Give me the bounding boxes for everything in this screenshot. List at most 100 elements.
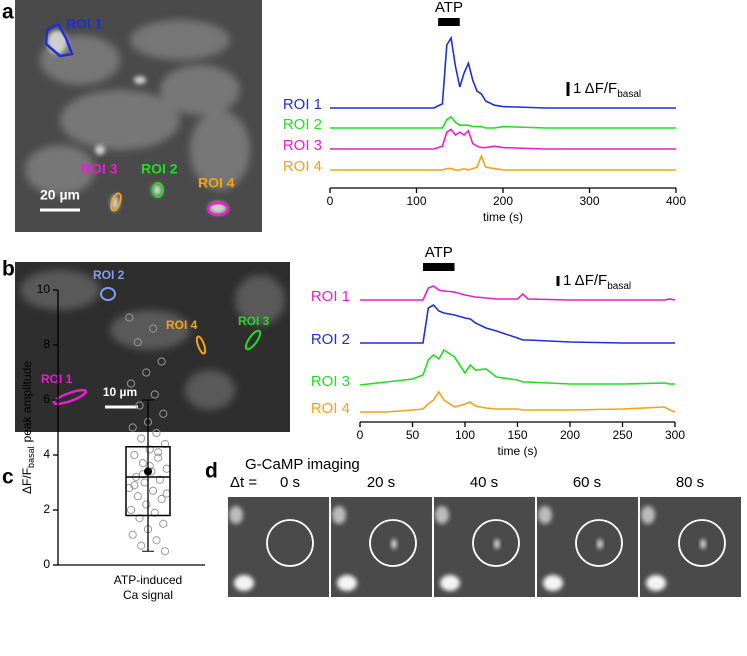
y-tick-label: 6 [43,392,50,406]
data-point [138,459,147,468]
time-label: 20 s [367,474,395,491]
time-label: 80 s [676,474,704,491]
data-point [135,514,144,523]
roi-label: ROI 2 [93,268,125,282]
x-tick-label: 100 [455,428,475,442]
trace [330,35,676,109]
y-label-rest: peak amplitude [20,361,34,443]
data-point [162,464,171,473]
trace [360,303,675,344]
roi-label: ROI 4 [166,318,198,332]
frame [434,497,535,597]
data-point [152,536,161,545]
data-point [133,492,142,501]
data-point [126,505,136,515]
y-tick-label: 10 [37,282,51,296]
stimulus-label: ATP [435,0,463,16]
y-tick-label: 4 [43,447,50,461]
x-tick-label: 0 [327,194,334,208]
roi-label: ROI 2 [141,161,178,177]
panel-letter: d [205,460,218,483]
cell-blob [234,575,254,591]
data-point [126,379,136,388]
y-label-sub: basal [26,446,36,468]
data-point [145,445,154,454]
data-point [154,453,163,462]
cell-blob [538,506,552,524]
trace [330,128,676,150]
data-point [150,390,159,399]
roi-label: ROI 3 [81,161,118,177]
x-axis-label: time (s) [498,444,538,458]
data-point [137,434,146,443]
data-point [128,530,137,539]
scale-sub: basal [617,89,641,100]
x-tick-label: 250 [612,428,632,442]
data-point [154,448,163,457]
legend-label: ROI 3 [311,373,350,390]
trace [360,285,676,301]
frame [537,497,638,597]
data-point [159,519,168,528]
x-tick-label: 150 [507,428,527,442]
data-point [150,508,159,517]
stimulus-bar [438,18,460,26]
trace [359,348,675,386]
x-axis-label: ATP-induced [114,573,182,587]
legend-label: ROI 4 [311,400,350,417]
x-tick-label: 400 [666,194,686,208]
roi-label: ROI 3 [238,314,270,328]
y-axis-label: ΔF/Fbasal peak amplitude [20,361,36,494]
panel-letter: b [2,258,15,281]
data-point [137,541,146,550]
data-point [133,338,142,347]
scale-text: 1 ΔF/F [573,80,617,97]
data-point [125,313,134,322]
roi-circle [369,519,417,567]
cell-blob [435,506,449,524]
frame [331,497,432,597]
x-tick-label: 200 [493,194,513,208]
delta-label: Δt = [230,474,257,491]
roi-label: ROI 1 [41,372,73,386]
cell-signal [597,539,603,549]
image-scale-label: 10 µm [103,385,137,399]
stimulus-bar [423,263,455,271]
legend-label: ROI 3 [283,137,322,154]
x-tick-label: 300 [579,194,599,208]
cell-blob [646,575,666,591]
data-point [130,481,139,490]
trace [360,390,676,413]
data-point [142,500,151,509]
time-label: 0 s [280,474,300,491]
time-label: 40 s [470,474,498,491]
stimulus-label: ATP [425,244,453,261]
frame [228,497,329,597]
legend-label: ROI 1 [311,288,350,305]
trace [330,115,676,129]
panel-letter: c [2,466,14,489]
data-point [149,486,158,495]
cell-blob [543,575,563,591]
x-tick-label: 50 [406,428,420,442]
micrograph-b [15,262,290,432]
x-tick-label: 0 [357,428,364,442]
cell-signal [494,539,500,549]
data-point [162,489,171,498]
time-label: 60 s [573,474,601,491]
data-point [160,439,170,449]
trace [330,153,676,171]
scale-text: 1 ΔF/F [563,272,607,289]
x-tick-label: 200 [560,428,580,442]
data-point [128,423,137,432]
y-label-main: ΔF/F [20,468,34,494]
data-point [157,494,166,504]
data-point [135,401,144,410]
legend-label: ROI 1 [283,96,322,113]
image-scale-label: 20 µm [40,187,80,203]
legend-label: ROI 2 [311,331,350,348]
cell-signal [391,539,397,549]
scale-label: 1 ΔF/Fbasal [573,80,641,100]
y-tick-label: 2 [43,502,50,516]
